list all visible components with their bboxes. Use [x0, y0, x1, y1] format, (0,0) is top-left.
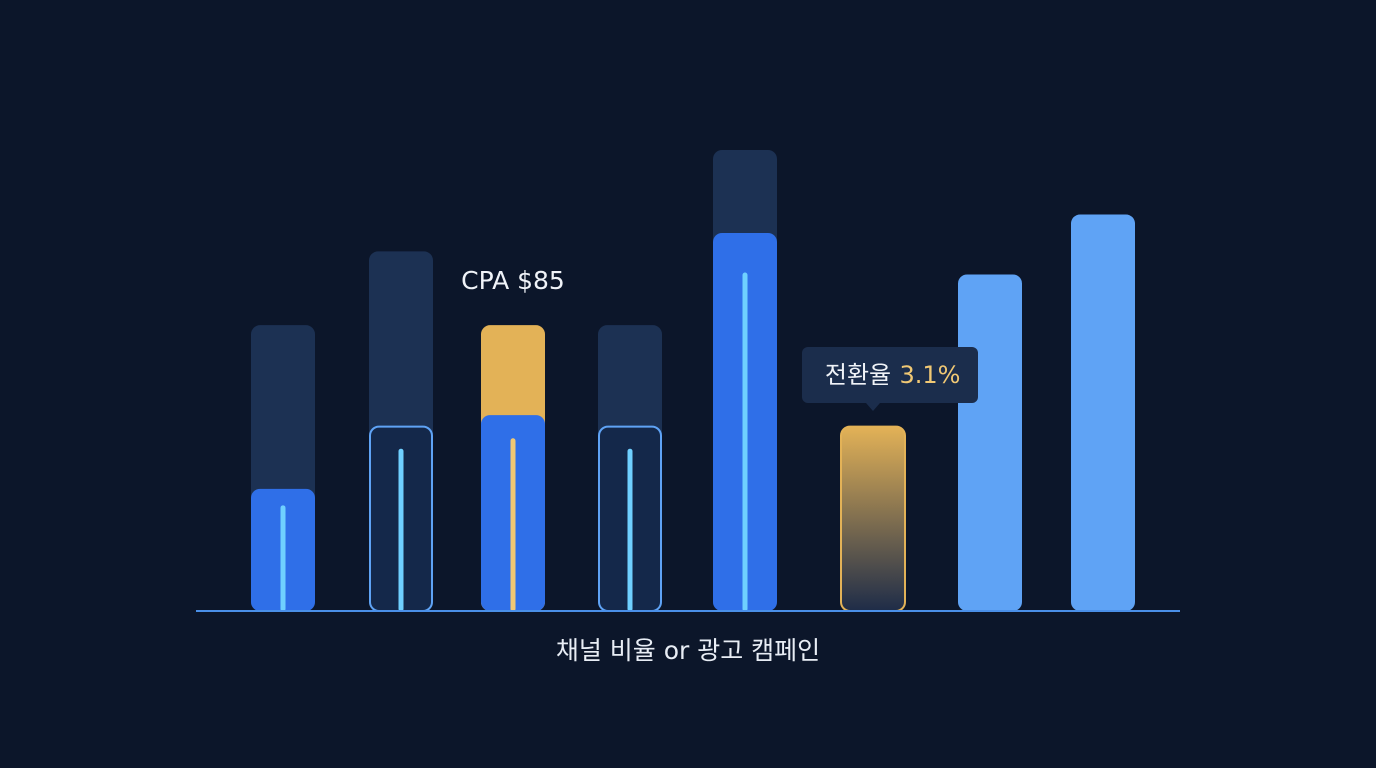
bar [840, 425, 906, 612]
tooltip: 전환율 3.1% [802, 347, 978, 411]
annotation: CPA $85 [461, 266, 565, 295]
bar [958, 274, 1022, 611]
tooltip-pointer [866, 403, 880, 411]
bar [1071, 214, 1135, 612]
x-axis-label: 채널 비율 or 광고 캠페인 [556, 636, 820, 665]
bars [251, 150, 1135, 613]
annotation-label: 전환율 [825, 361, 891, 389]
tooltip-box [802, 347, 978, 403]
annotation-value: 3.1% [900, 361, 961, 389]
